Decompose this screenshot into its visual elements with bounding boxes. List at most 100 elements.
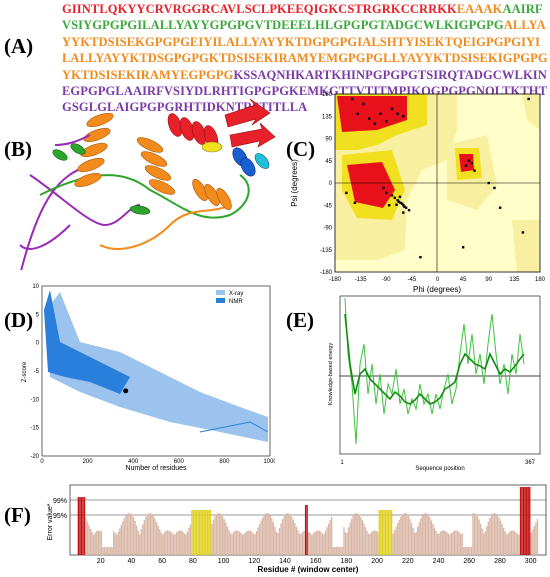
rama-point [527, 97, 530, 101]
errat-bar [367, 533, 370, 555]
rama-point [464, 164, 468, 167]
rama-xtick: -135 [355, 277, 368, 283]
rama-point [393, 196, 396, 200]
errat-bar [140, 529, 142, 555]
errat-bar [291, 516, 293, 555]
rama-point [390, 194, 394, 197]
errat-bar [321, 533, 324, 555]
errat-bar [111, 547, 113, 555]
rama-point [493, 186, 496, 190]
legend-xray-swatch [216, 290, 225, 295]
errat-bar [433, 527, 436, 555]
errat-bar [192, 510, 195, 555]
errat-bar [281, 519, 284, 555]
errat-bar [521, 487, 523, 555]
errat-bar [456, 530, 459, 555]
errat-bar [503, 527, 505, 555]
errat-bar [498, 517, 500, 555]
errat-bar [125, 515, 127, 555]
errat-bar [211, 523, 213, 555]
energy-xtick-start: 1 [340, 460, 344, 466]
errat-bar [357, 513, 359, 555]
errat-bar [470, 547, 473, 555]
errat-bar [189, 524, 192, 555]
errat-bar [277, 533, 279, 555]
energy-xlabel: Sequence position [415, 466, 464, 472]
errat-bar [426, 513, 428, 555]
errat-bar [354, 513, 356, 555]
rama-point [385, 119, 388, 123]
errat-xtick: 160 [310, 558, 322, 565]
errat-bar [152, 516, 155, 555]
errat-bar [278, 527, 281, 555]
errat-bar [358, 514, 361, 555]
rama-point [398, 195, 402, 199]
errat-bar [194, 510, 196, 555]
errat-bar [180, 530, 182, 555]
legend-nmr: NMR [229, 299, 243, 305]
errat-bar [205, 510, 207, 555]
errat-bar [323, 533, 325, 555]
errat-bar [460, 534, 462, 555]
errat-bar [284, 514, 287, 555]
errat-bar [212, 519, 215, 555]
errat-bar [455, 530, 457, 555]
errat-bar [271, 518, 273, 555]
errat-bar [93, 534, 95, 555]
errat-bar [308, 531, 310, 555]
errat-xtick: 260 [463, 558, 475, 565]
errat-bar [372, 530, 374, 555]
errat-bar [214, 516, 216, 555]
energy-ylabel: Knowledge-based energy [328, 343, 334, 406]
errat-bar [266, 512, 268, 555]
energy-xtick-end: 367 [525, 460, 536, 466]
errat-bar [475, 514, 477, 555]
errat-bar [198, 510, 201, 555]
errat-bar [131, 514, 133, 555]
errat-bar [129, 513, 132, 555]
errat-xtick: 60 [158, 558, 166, 565]
errat-bar [390, 510, 393, 555]
errat-bar [191, 510, 193, 555]
rama-point [396, 112, 399, 115]
errat-bar [148, 513, 150, 555]
errat-bar [159, 529, 161, 555]
rama-ytick: -135 [320, 248, 333, 254]
errat-bar [128, 513, 130, 555]
errat-ytick-95: 95% [53, 513, 67, 520]
errat-bar [160, 532, 162, 555]
zscore-ytick: -20 [30, 454, 39, 460]
errat-bar [97, 530, 99, 555]
sequence-segment: DSISEKIRAMYEMGPGPGLLYAYYKTDSISEKIGPGPGYK… [62, 51, 548, 82]
rama-point [404, 206, 408, 209]
errat-bar [361, 519, 364, 555]
errat-bar [338, 547, 341, 555]
zscore-xtick: 600 [174, 459, 185, 465]
errat-bar [395, 526, 397, 555]
errat-bar [280, 523, 282, 555]
errat-bar [306, 505, 308, 555]
zscore-plot: X-ray NMR 0 200 400 600 800 1000 10 5 0 -5 -10 -15… [22, 284, 275, 472]
errat-bar [174, 533, 176, 555]
sequence-segment: ALLYAYYKTDSISEKGPGPGEIYILALLYAYYKTDGPGPG… [62, 18, 546, 66]
zscore-xtick: 200 [83, 459, 94, 465]
sheet-red [224, 98, 271, 128]
rama-point [419, 255, 422, 259]
errat-bar [432, 523, 434, 555]
errat-bar [241, 534, 244, 555]
errat-bar [136, 525, 138, 555]
rama-point [400, 202, 404, 205]
rama-point [395, 203, 398, 206]
errat-bar [458, 532, 460, 555]
errat-bar [96, 531, 98, 555]
errat-xtick: 220 [402, 558, 414, 565]
errat-bar [519, 487, 522, 555]
errat-bar [473, 513, 476, 555]
errat-bar [114, 532, 116, 555]
errat-xlabel: Residue # (window center) [258, 565, 359, 574]
rama-xtick: 90 [485, 277, 492, 283]
errat-bar [232, 532, 235, 555]
errat-bar [261, 517, 264, 555]
helix-blue [232, 147, 256, 177]
errat-bar [85, 518, 87, 555]
